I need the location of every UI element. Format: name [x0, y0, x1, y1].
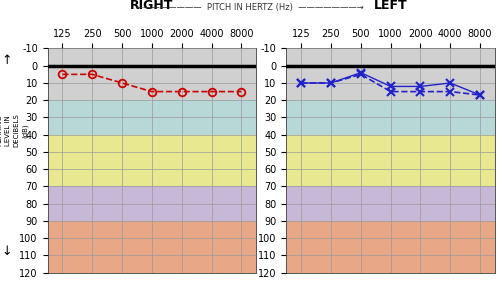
Text: HEARING
LEVEL IN
DECIBELS
(dB): HEARING LEVEL IN DECIBELS (dB): [0, 113, 28, 147]
Bar: [48, 221, 256, 273]
Text: ↑: ↑: [1, 54, 12, 67]
Text: ←———————  PITCH IN HERTZ (Hz)  ———————→: ←——————— PITCH IN HERTZ (Hz) ———————→: [136, 3, 364, 12]
Title: LEFT: LEFT: [374, 0, 408, 12]
Bar: [286, 221, 495, 273]
Title: RIGHT: RIGHT: [130, 0, 174, 12]
Bar: [286, 48, 495, 100]
Text: ↓: ↓: [1, 245, 12, 258]
Bar: [48, 186, 256, 221]
Bar: [286, 100, 495, 135]
Bar: [48, 100, 256, 135]
Bar: [286, 186, 495, 221]
Bar: [286, 135, 495, 186]
Bar: [48, 48, 256, 100]
Bar: [48, 135, 256, 186]
